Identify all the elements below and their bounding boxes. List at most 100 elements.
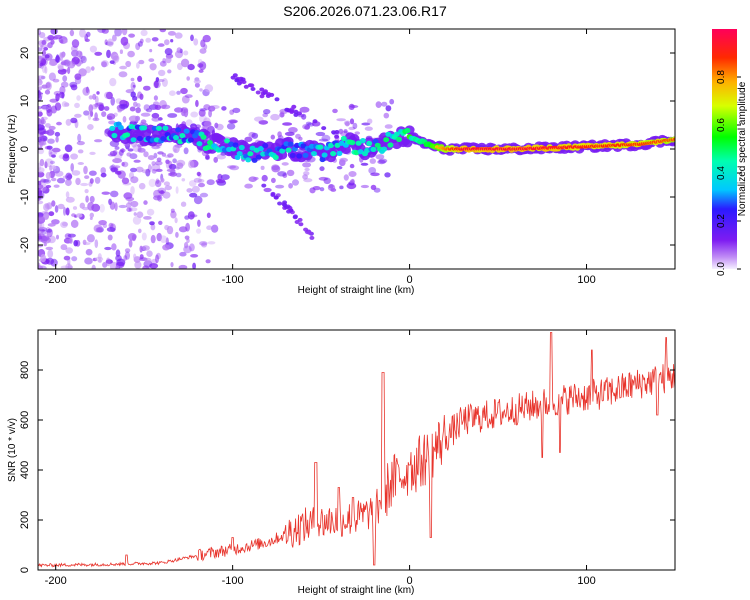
spectrogram-cell [202,34,211,43]
spectrogram-cell [91,104,98,110]
spectrogram-cell [89,212,95,218]
spectrogram-cell [169,90,176,96]
spectrogram-cell [38,227,47,232]
spectrogram-cell [38,79,42,84]
colorbar-tick-label: 0.6 [716,118,727,132]
spectrogram-cell [162,58,166,64]
spectrogram-cell [232,73,238,78]
spectrogram-cell [226,123,236,130]
spectrogram-cell [118,204,127,209]
spectrogram-cell [195,99,199,108]
spectrogram-cell [261,174,268,182]
spectrogram-cell [108,222,114,229]
spectrogram-cell [275,184,285,189]
spectrogram-cell [127,50,135,58]
spectrogram-cell [89,170,97,176]
spectrogram-cell [200,39,206,48]
spectrogram-cell [149,263,159,269]
snr-y-tick-label: 600 [19,411,31,429]
spectrogram-cell [190,34,194,42]
spectrogram-cell [361,122,371,126]
spectrogram-cell [185,119,193,127]
spectrogram-cell [111,243,117,251]
spectrogram-cell [107,38,114,47]
spectrogram-cell [303,178,313,183]
spectrogram-cell [375,101,382,108]
spectrogram-cell [148,178,156,188]
spectrogram-cell [167,69,172,74]
spectrogram-cell [213,156,218,163]
spectrogram-cell [126,152,132,157]
spectrogram-cell [130,81,136,91]
spectrogram-cell [163,181,170,186]
spectrogram-cell [274,97,280,102]
spectrogram-cell [160,177,165,183]
spectrogram-cell [130,176,139,184]
spectrogram-cell [60,244,68,251]
spectrogram-cell [137,75,143,82]
spectrogram-cell [336,150,343,156]
spectrogram-cell [270,113,280,121]
spectrogram-cell [60,39,64,44]
spectrogram-cell [109,190,119,198]
spectrogram-cell [197,178,205,183]
spectrogram-cell [364,126,373,131]
spectrogram-cell [251,132,259,139]
spectrogram-cell [139,93,144,100]
spectrogram-cell [134,261,142,269]
spectrogram-cell [42,186,50,194]
spectrogram-cell [40,116,45,125]
spectrogram-cell [260,165,265,170]
spectrogram-cell [141,245,150,251]
spectrogram-cell [123,255,128,261]
spectrogram-cell [194,82,200,88]
spectrogram-cell [164,39,170,46]
spectrogram-cell [349,118,355,125]
spectrogram-cell [109,77,117,87]
spectrogram-cell [240,77,246,82]
spectrogram-cell [253,116,264,122]
spectrogram-cell [140,112,151,117]
spectrogram-cell [121,161,129,168]
spectrogram-x-tick-label: 0 [407,274,413,286]
spectrogram-cell [166,168,176,172]
spectrogram-cell [47,42,53,49]
spectrogram-cell [199,114,207,123]
spectrogram-cell [145,168,151,177]
spectrogram-cell [360,162,369,166]
spectrogram-cell [79,29,86,38]
spectrogram-cell [370,146,377,152]
spectrogram-cell [154,80,159,89]
spectrogram-cell [243,84,249,89]
spectrogram-cell [47,223,56,227]
spectrogram-cell [339,157,348,163]
spectrogram-cell [206,212,211,219]
spectrogram-cell [206,179,215,186]
spectrogram-cell [279,148,286,154]
spectrogram-cell [270,134,275,140]
spectrogram-cell [375,154,385,160]
spectrogram-cell [105,259,113,264]
spectrogram-cell [145,37,151,43]
spectrogram-cell [106,227,116,232]
spectrogram-cell [302,152,309,158]
spectrogram-cell [51,105,57,114]
spectrogram-cell [279,112,285,118]
spectrogram-cell [45,229,53,233]
spectrogram-cell [189,243,195,252]
spectrogram-cell [136,103,141,108]
spectrogram-cell [343,129,348,134]
spectrogram-cell [304,125,310,130]
spectrogram-cell [206,225,213,230]
spectrogram-cell [71,256,78,262]
spectrogram-cell [157,43,165,47]
snr-x-tick-label: 100 [577,575,595,587]
spectrogram-cell [339,185,344,190]
spectrogram-cell [283,141,290,147]
spectrogram-cell [308,143,315,149]
spectrogram-cell [302,162,312,168]
spectrogram-cell [72,206,78,210]
spectrogram-cell [105,257,111,267]
spectrogram-cell [384,172,391,178]
spectrogram-cell [137,145,142,153]
